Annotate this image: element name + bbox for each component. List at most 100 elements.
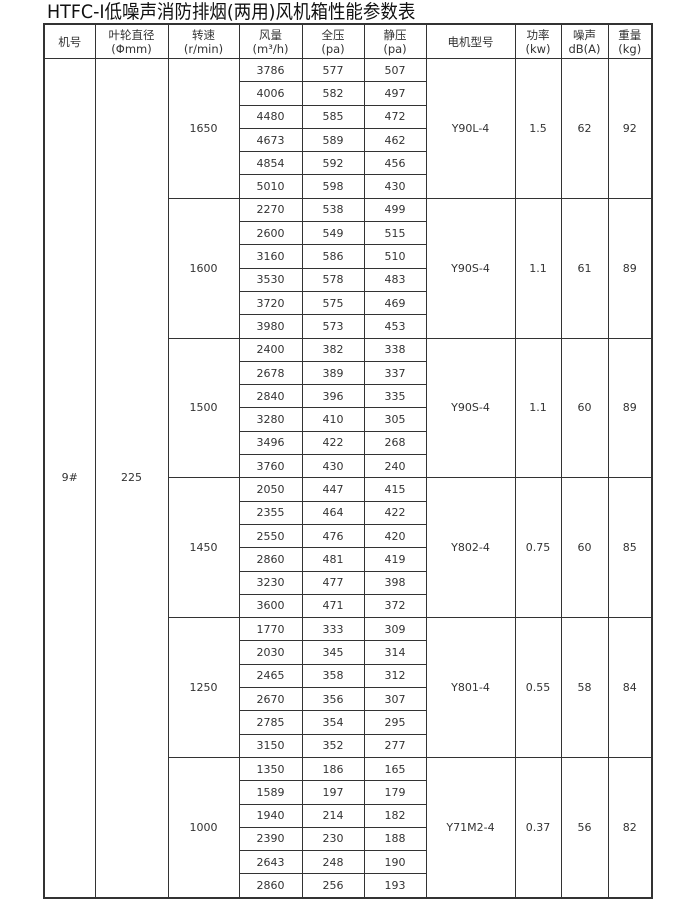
static-pressure-cell: 338 (363, 337, 427, 362)
total-pressure-cell: 214 (301, 803, 365, 828)
power-cell: 1.5 (514, 58, 562, 199)
static-pressure-cell: 179 (363, 780, 427, 805)
airflow-cell: 4673 (238, 127, 303, 153)
static-pressure-cell: 372 (363, 593, 427, 619)
table-row: 4854 592 456 (44, 151, 652, 176)
total-pressure-cell: 582 (301, 81, 365, 106)
motor-model-cell: Y90S-4 (425, 337, 516, 479)
airflow-cell: 2030 (238, 640, 303, 665)
static-pressure-cell: 419 (363, 547, 427, 572)
header-noise: 噪声 dB(A) (560, 23, 609, 59)
table-row: 2785 354 295 (44, 710, 652, 735)
total-pressure-cell: 352 (301, 733, 365, 758)
table-row: 9# 225 1650 3786 577 507 Y90L-4 1.5 62 92 (43, 57, 653, 899)
header-label: 重量 (618, 27, 642, 42)
static-pressure-cell: 314 (363, 640, 427, 665)
static-pressure-cell: 515 (363, 221, 427, 246)
total-pressure-cell: 464 (301, 500, 365, 525)
header-label: 功率 (526, 27, 550, 42)
table-row: 1940 214 182 (44, 803, 652, 828)
static-pressure-cell: 422 (363, 500, 427, 525)
static-pressure-cell: 472 (363, 104, 427, 129)
airflow-cell: 2860 (238, 873, 303, 899)
header-label: 噪声 (573, 27, 596, 42)
header-unit: (pa) (321, 41, 345, 56)
table-row: 4673 589 462 (44, 127, 652, 153)
airflow-cell: 2270 (238, 197, 303, 223)
airflow-cell: 3786 (238, 57, 303, 83)
static-pressure-cell: 398 (363, 570, 427, 595)
static-pressure-cell: 499 (363, 197, 427, 223)
header-motor-model: 电机型号 (425, 23, 516, 59)
static-pressure-cell: 335 (363, 384, 427, 409)
header-machine-no: 机号 (43, 23, 96, 59)
airflow-cell: 2670 (238, 687, 303, 712)
airflow-cell: 2860 (238, 547, 303, 572)
power-cell: 0.75 (514, 477, 562, 619)
table-row: 5010 598 430 (44, 174, 652, 199)
speed-cell: 1000 (167, 756, 240, 899)
airflow-cell: 3760 (238, 454, 303, 479)
total-pressure-cell: 589 (301, 127, 365, 153)
speed-cell: 1650 (167, 58, 240, 199)
header-static-pressure: 静压 (pa) (363, 23, 427, 59)
total-pressure-cell: 592 (301, 151, 365, 176)
noise-cell: 61 (560, 197, 609, 339)
airflow-cell: 2050 (238, 477, 303, 502)
total-pressure-cell: 586 (301, 244, 365, 269)
total-pressure-cell: 248 (301, 850, 365, 875)
airflow-cell: 3496 (238, 430, 303, 456)
motor-model-cell: Y90S-4 (425, 197, 516, 339)
total-pressure-cell: 422 (301, 430, 365, 456)
airflow-cell: 2465 (238, 663, 303, 689)
total-pressure-cell: 598 (301, 174, 365, 199)
header-unit: (kg) (618, 41, 642, 56)
airflow-cell: 4854 (238, 151, 303, 176)
impeller-diameter-cell: 225 (94, 57, 169, 899)
motor-model-cell: Y802-4 (425, 477, 516, 619)
total-pressure-cell: 358 (301, 663, 365, 689)
total-pressure-cell: 230 (301, 826, 365, 852)
total-pressure-cell: 481 (301, 547, 365, 572)
header-label: 全压 (321, 27, 345, 42)
header-airflow: 风量 (m³/h) (238, 23, 303, 59)
airflow-cell: 3980 (238, 314, 303, 339)
static-pressure-cell: 277 (363, 733, 427, 758)
header-label: 机号 (58, 34, 82, 49)
power-cell: 0.55 (514, 617, 562, 758)
header-row: 机号 叶轮直径 (Φmm) 转速 (r/min) 风量 (m³/h) 全压 (pa) 静压 (pa)… (43, 23, 653, 59)
weight-cell: 82 (607, 756, 653, 899)
airflow-cell: 2390 (238, 826, 303, 852)
static-pressure-cell: 462 (363, 127, 427, 153)
airflow-cell: 2840 (238, 384, 303, 409)
table-row: 3530 578 483 (44, 267, 652, 292)
table-row: 2355 464 422 (44, 500, 652, 525)
airflow-cell: 5010 (238, 174, 303, 199)
noise-cell: 60 (560, 477, 609, 619)
total-pressure-cell: 476 (301, 523, 365, 549)
airflow-cell: 2400 (238, 337, 303, 362)
page-title: HTFC-Ⅰ低噪声消防排烟(两用)风机箱性能参数表 (47, 1, 416, 23)
header-unit: (pa) (383, 41, 407, 56)
table-row: 1450 2050 447 415 Y802-4 0.75 60 85 (44, 477, 653, 619)
airflow-cell: 2678 (238, 360, 303, 386)
total-pressure-cell: 549 (301, 221, 365, 246)
weight-cell: 84 (607, 617, 653, 758)
total-pressure-cell: 197 (301, 780, 365, 805)
header-total-pressure: 全压 (pa) (301, 23, 365, 59)
static-pressure-cell: 469 (363, 290, 427, 316)
table-row: 1000 1350 186 165 Y71M2-4 0.37 56 82 (44, 756, 653, 899)
airflow-cell: 3600 (238, 593, 303, 619)
airflow-cell: 1350 (238, 756, 303, 782)
header-speed: 转速 (r/min) (167, 23, 240, 59)
static-pressure-cell: 507 (363, 57, 427, 83)
noise-cell: 58 (560, 617, 609, 758)
header-label: 电机型号 (447, 34, 494, 49)
table-row: 4480 585 472 (44, 104, 652, 129)
header-unit: (Φmm) (111, 41, 152, 56)
total-pressure-cell: 186 (301, 756, 365, 782)
static-pressure-cell: 307 (363, 687, 427, 712)
static-pressure-cell: 182 (363, 803, 427, 828)
header-unit: (r/min) (183, 41, 224, 56)
header-label: 叶轮直径 (108, 27, 155, 42)
